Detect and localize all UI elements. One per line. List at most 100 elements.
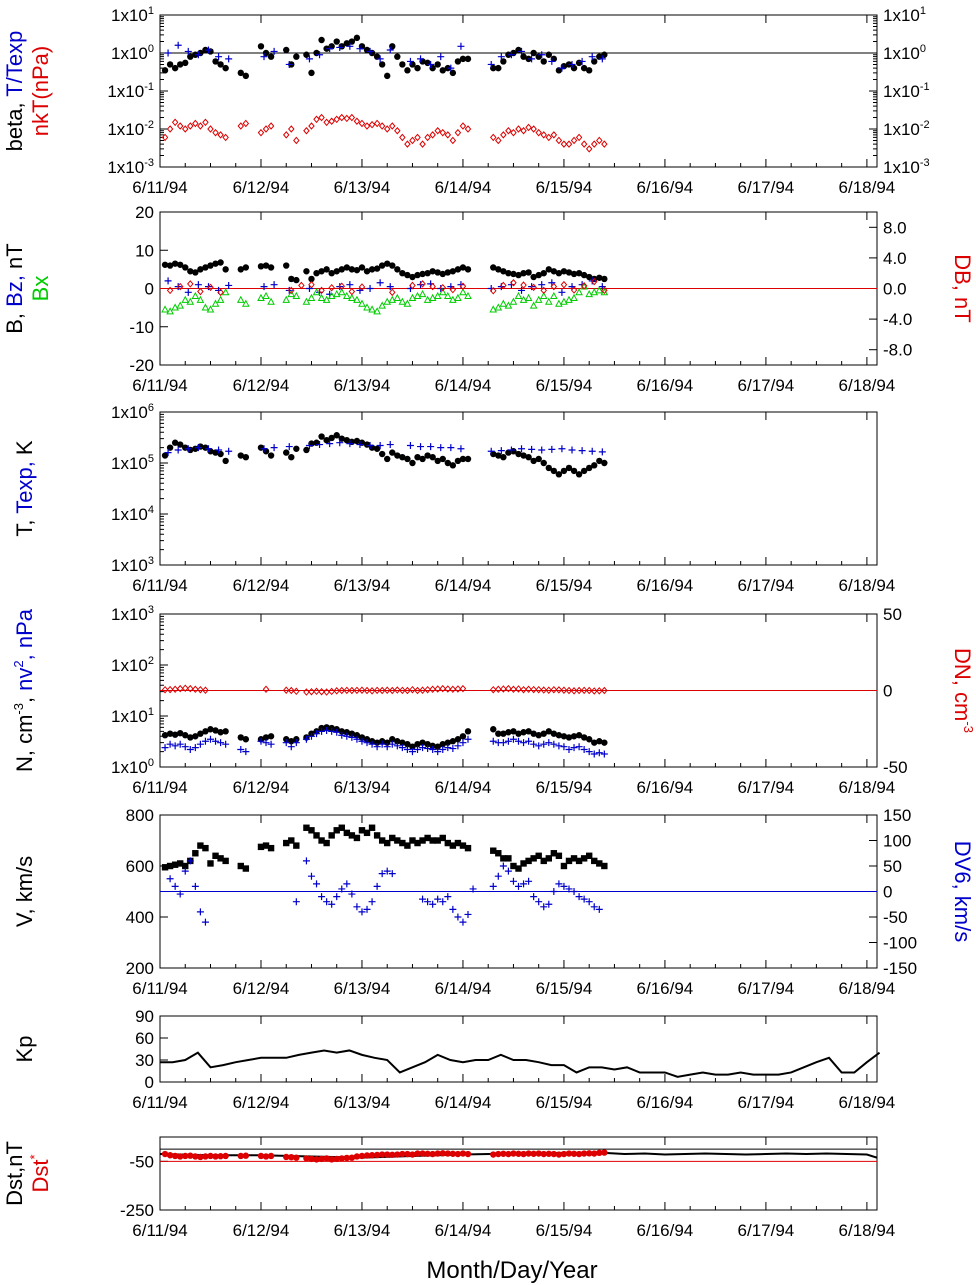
- data-point: [363, 303, 371, 311]
- data-point: [217, 259, 224, 266]
- data-point: [540, 459, 547, 467]
- data-point: [525, 728, 532, 735]
- data-point: [292, 739, 300, 747]
- data-point: [184, 47, 192, 55]
- data-point: [414, 740, 421, 748]
- y2-tick-label: 150: [883, 806, 911, 825]
- data-point: [262, 685, 270, 694]
- data-point: [389, 686, 396, 695]
- data-point: [454, 1150, 462, 1158]
- data-point: [538, 281, 546, 289]
- data-point: [353, 295, 361, 303]
- data-point: [560, 280, 568, 289]
- data-point: [323, 436, 330, 444]
- y2-tick-label: 50: [883, 857, 902, 876]
- data-point: [313, 730, 321, 738]
- data-point: [283, 839, 290, 847]
- x-tick-label: 6/14/94: [435, 1093, 492, 1112]
- data-point: [161, 1150, 169, 1158]
- data-point: [376, 55, 384, 63]
- data-point: [222, 457, 229, 465]
- data-point: [267, 122, 275, 130]
- data-point: [454, 58, 462, 65]
- x-tick-label: 6/13/94: [334, 1093, 391, 1112]
- data-point: [495, 136, 502, 145]
- data-point: [464, 125, 472, 133]
- data-point: [515, 1150, 522, 1157]
- x-tick-label: 6/13/94: [334, 376, 391, 395]
- data-point: [550, 282, 558, 291]
- y2-axis-label-part: -3: [961, 721, 976, 733]
- data-point: [333, 827, 340, 834]
- data-point: [171, 742, 179, 750]
- data-point: [318, 687, 325, 696]
- data-point: [404, 271, 411, 279]
- x-tick-label: 6/11/94: [132, 576, 187, 595]
- data-point: [171, 685, 179, 694]
- y-tick-label: 1x106: [111, 402, 154, 422]
- data-point: [591, 1150, 598, 1157]
- data-point: [414, 133, 421, 142]
- data-point: [530, 893, 538, 901]
- data-point: [406, 442, 414, 450]
- data-point: [197, 1153, 204, 1161]
- data-point: [417, 443, 425, 451]
- data-point: [222, 728, 229, 735]
- data-point: [161, 133, 169, 142]
- data-point: [283, 449, 290, 456]
- series-B-2: [161, 282, 609, 315]
- data-point: [328, 434, 335, 442]
- data-point: [565, 140, 573, 148]
- data-point: [585, 67, 593, 74]
- data-point: [166, 61, 174, 68]
- data-point: [307, 872, 315, 880]
- data-point: [495, 64, 502, 72]
- data-point: [515, 865, 522, 872]
- data-point: [540, 730, 547, 737]
- data-point: [555, 471, 563, 478]
- data-point: [520, 685, 527, 694]
- data-point: [215, 446, 223, 454]
- data-point: [464, 1150, 472, 1158]
- data-point: [394, 738, 401, 745]
- y-tick-label: 1x103: [111, 555, 154, 575]
- y-tick-label: 1x104: [111, 504, 154, 524]
- data-point: [575, 133, 583, 142]
- data-point: [332, 289, 341, 298]
- data-point: [490, 264, 497, 271]
- data-point: [505, 684, 512, 693]
- x-tick-label: 6/17/94: [738, 576, 795, 595]
- data-point: [181, 743, 189, 751]
- data-point: [429, 453, 436, 461]
- y-tick-label-exp: -3: [144, 157, 154, 169]
- data-point: [222, 133, 229, 142]
- x-tick-label: 6/15/94: [536, 1221, 593, 1240]
- data-point: [318, 727, 326, 735]
- data-point: [505, 126, 512, 135]
- data-point: [515, 271, 522, 279]
- x-tick-label: 6/13/94: [334, 778, 391, 797]
- data-point: [394, 1151, 401, 1158]
- data-point: [201, 737, 209, 745]
- data-point: [191, 882, 199, 890]
- data-point: [520, 739, 528, 747]
- x-tick-label: 6/13/94: [334, 576, 391, 595]
- data-point: [358, 827, 366, 834]
- data-point: [242, 1152, 250, 1159]
- data-point: [600, 750, 608, 758]
- data-point: [166, 307, 174, 315]
- data-point: [348, 832, 356, 839]
- data-point: [161, 452, 169, 459]
- y-axis-label-part: B,: [2, 307, 27, 334]
- series-B-3: [166, 277, 608, 297]
- data-point: [530, 457, 537, 465]
- data-point: [439, 684, 447, 693]
- data-point: [487, 447, 495, 455]
- data-point: [257, 293, 265, 301]
- data-point: [373, 307, 381, 315]
- data-point: [500, 281, 507, 290]
- data-point: [386, 46, 394, 54]
- data-point: [292, 898, 300, 906]
- y2-tick-label: 0: [883, 883, 892, 902]
